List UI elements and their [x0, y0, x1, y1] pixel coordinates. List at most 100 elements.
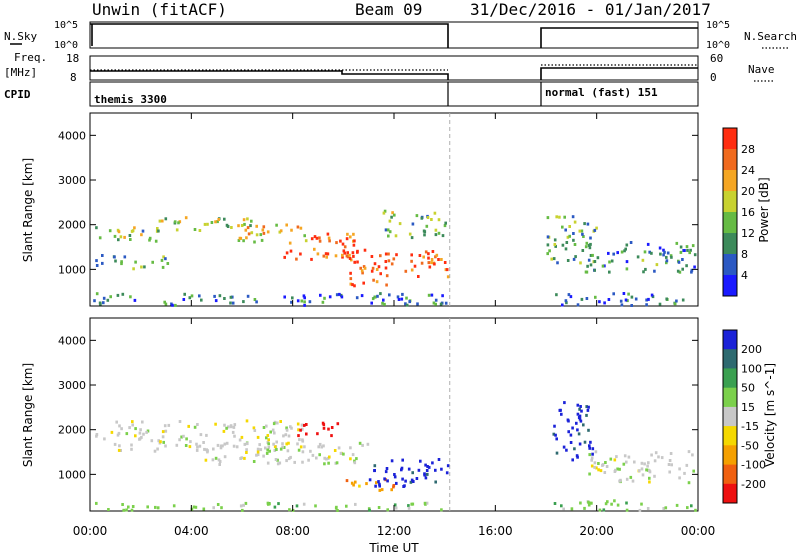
echo-cell [275, 223, 278, 227]
echo-cell [255, 233, 259, 237]
echo-cell [266, 230, 270, 234]
echo-cell [195, 442, 198, 446]
power-colorbar: 4 8 12 16 20 24 28 [722, 127, 755, 297]
echo-cell [265, 424, 268, 428]
echo-cell [346, 251, 349, 255]
echo-cell [625, 460, 628, 464]
echo-cell [362, 281, 365, 285]
echo-cell [150, 439, 154, 443]
echo-cell [408, 300, 411, 304]
echo-cell [660, 456, 664, 460]
echo-cell [366, 442, 370, 446]
echo-cell [677, 260, 681, 264]
echo-cell [693, 253, 697, 257]
echo-cell [561, 243, 565, 247]
echo-cell [315, 236, 319, 240]
echo-cell [323, 462, 326, 466]
echo-cell [216, 220, 219, 224]
echo-cell [305, 423, 308, 426]
echo-cell [285, 223, 288, 227]
echo-cell [368, 508, 371, 512]
echo-cell [198, 294, 201, 298]
echo-cell [245, 448, 248, 452]
echo-cell [164, 257, 167, 261]
echo-cell [253, 298, 257, 301]
echo-cell [560, 504, 563, 508]
echo-cell [188, 445, 192, 449]
echo-cell [378, 488, 382, 492]
echo-cell [588, 453, 591, 457]
echo-cell [343, 245, 347, 249]
echo-cell [603, 471, 607, 474]
echo-cell [177, 221, 180, 225]
echo-cell [355, 457, 358, 461]
echo-cell [370, 255, 374, 258]
echo-cell [232, 444, 236, 448]
echo-cell [219, 446, 223, 450]
echo-cell [95, 226, 98, 230]
echo-cell [359, 266, 362, 270]
echo-cell [419, 459, 422, 463]
echo-cell [585, 297, 589, 300]
echo-cell [265, 451, 269, 455]
colorbar-tick-label: 12 [741, 227, 755, 240]
echo-cell [665, 259, 669, 263]
echo-cell [407, 467, 411, 471]
echo-cell [246, 442, 249, 446]
echo-cell [113, 234, 117, 238]
echo-cell [323, 296, 326, 300]
echo-cell [610, 502, 613, 506]
echo-cell [616, 251, 619, 255]
echo-cell [319, 293, 322, 297]
echo-cell [579, 419, 583, 423]
echo-cell [275, 448, 278, 451]
nsky-right-tick-bottom: 10^0 [706, 40, 730, 51]
echo-cell [351, 251, 355, 255]
echo-cell [653, 269, 656, 273]
echo-cell [678, 467, 681, 471]
echo-cell [640, 461, 644, 465]
echo-cell [255, 224, 258, 228]
echo-cell [232, 425, 236, 429]
echo-cell [243, 442, 247, 446]
echo-cell [602, 508, 606, 512]
echo-cell [330, 426, 334, 429]
echo-cell [206, 222, 209, 226]
echo-cell [425, 469, 429, 472]
echo-cell [101, 261, 104, 265]
echo-cell [586, 408, 590, 412]
echo-cell [281, 442, 284, 446]
echo-cell [555, 215, 558, 219]
echo-cell [348, 253, 351, 257]
echo-cell [158, 219, 162, 223]
echo-cell [662, 507, 665, 510]
echo-cell [424, 463, 427, 467]
echo-cell [345, 237, 349, 241]
echo-cell [349, 235, 352, 239]
echo-cell [397, 298, 401, 301]
echo-cell [353, 459, 356, 463]
echo-cell [277, 502, 280, 506]
echo-cell [562, 445, 566, 449]
echo-cell [407, 506, 411, 510]
power-panel-frame [89, 112, 699, 307]
echo-cell [562, 507, 565, 511]
echo-cell [569, 433, 573, 437]
echo-cell [184, 216, 188, 220]
echo-cell [297, 434, 300, 438]
echo-cell [636, 255, 640, 259]
echo-cell [613, 499, 616, 503]
echo-cell [408, 232, 412, 236]
echo-cell [686, 506, 689, 510]
echo-cell [439, 302, 443, 306]
echo-cell [356, 249, 359, 253]
echo-cell [422, 229, 426, 233]
echo-cell [353, 239, 356, 243]
echo-cell [603, 301, 606, 305]
echo-cell [409, 480, 413, 484]
echo-cell [298, 438, 301, 442]
echo-cell [686, 248, 689, 252]
echo-cell [392, 257, 396, 261]
echo-cell [433, 211, 437, 215]
echo-cell [285, 442, 288, 446]
